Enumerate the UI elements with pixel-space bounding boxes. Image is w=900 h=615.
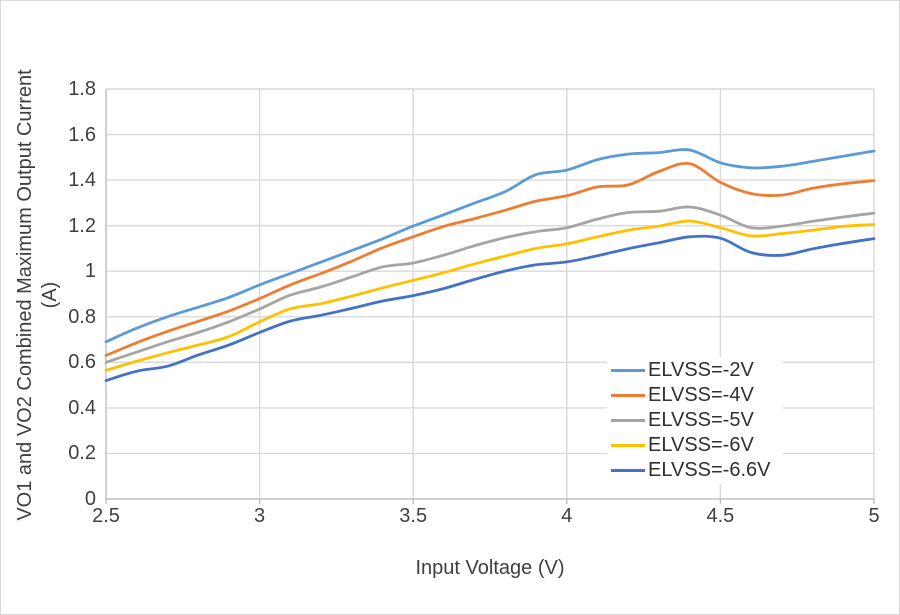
legend-label: ELVSS=-5V — [648, 409, 754, 431]
legend-item: ELVSS=-2V — [607, 358, 783, 383]
y-tick-label: 1.6 — [68, 123, 96, 146]
x-axis-title: Input Voltage (V) — [415, 557, 565, 579]
legend-label: ELVSS=-2V — [648, 359, 754, 381]
x-tick-label: 3.5 — [399, 505, 428, 527]
y-tick-label: 0.6 — [68, 351, 96, 374]
legend-item: ELVSS=-6.6V — [607, 458, 783, 483]
legend-label: ELVSS=-6.6V — [648, 459, 771, 481]
y-tick-label: 1 — [84, 260, 96, 283]
x-tick-label: 2.5 — [92, 505, 120, 527]
legend-line-swatch — [611, 394, 645, 397]
x-tick-label: 3 — [254, 505, 266, 527]
legend-line-swatch — [611, 444, 645, 447]
legend-label: ELVSS=-4V — [648, 384, 754, 406]
y-tick-label: 1.8 — [68, 78, 96, 100]
legend: ELVSS=-2V ELVSS=-4V ELVSS=-5V ELVSS=-6V ELVS… — [607, 357, 783, 484]
legend-line-swatch — [611, 469, 645, 472]
y-tick-label: 0.2 — [68, 442, 96, 465]
legend-item: ELVSS=-6V — [607, 433, 783, 458]
legend-item: ELVSS=-4V — [607, 383, 783, 408]
series-line-elvss-6-6v — [104, 234, 876, 382]
series-line-elvss-6v — [104, 219, 876, 372]
x-tick-label: 4.5 — [706, 505, 735, 527]
series-line-elvss-4v — [104, 161, 876, 357]
y-axis-title-line1: VO1 and VO2 Combined Maximum Output Curr… — [14, 69, 36, 521]
y-tick-label: 1.4 — [68, 169, 96, 192]
y-tick-label: 0.4 — [68, 396, 96, 419]
legend-line-swatch — [611, 369, 645, 372]
y-tick-label: 0 — [84, 488, 96, 510]
series-line-elvss-2v — [104, 148, 876, 344]
legend-line-swatch — [611, 419, 645, 422]
x-tick-label: 5 — [868, 505, 880, 527]
y-axis-title: VO1 and VO2 Combined Maximum Output Curr… — [13, 35, 63, 555]
y-tick-label: 0.8 — [68, 305, 96, 328]
x-tick-label: 4 — [561, 505, 573, 527]
legend-item: ELVSS=-5V — [607, 408, 783, 433]
y-axis-title-line2: (A) — [39, 281, 61, 309]
series-line-elvss-5v — [104, 205, 876, 364]
y-tick-label: 1.2 — [68, 214, 96, 237]
legend-label: ELVSS=-6V — [648, 434, 754, 456]
